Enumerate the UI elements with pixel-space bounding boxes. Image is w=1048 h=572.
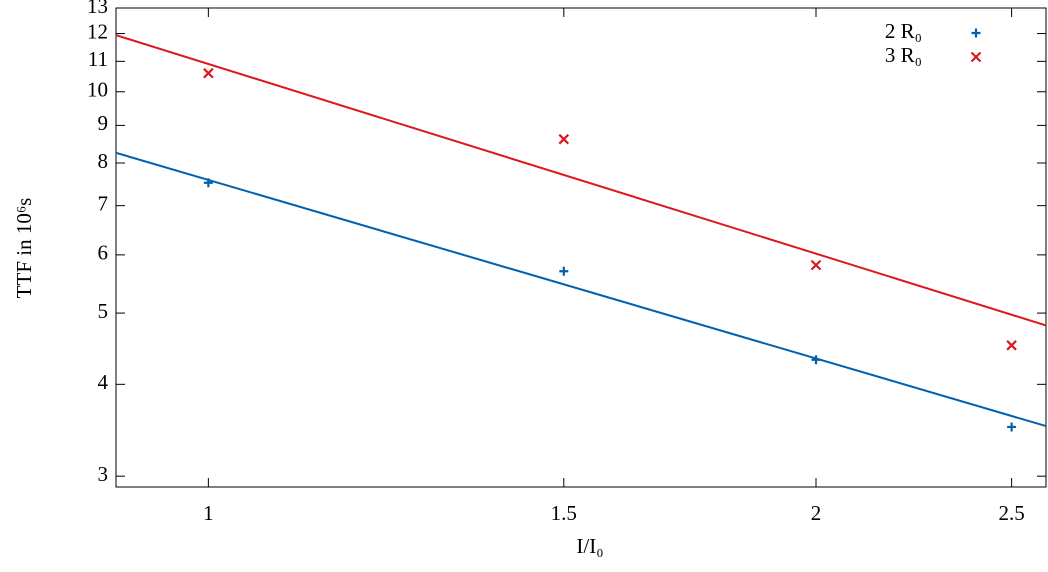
y-tick-label: 11 [88, 47, 108, 71]
y-tick-label: 13 [87, 0, 108, 18]
legend-marker [971, 28, 981, 38]
y-axis-label: TTF in 10⁶s [12, 198, 36, 299]
point [558, 133, 570, 145]
point [203, 178, 213, 188]
y-tick-label: 8 [98, 149, 109, 173]
legend-label: 2 R₀ [885, 19, 922, 43]
fit-line [115, 34, 1047, 327]
fit-line [115, 151, 1047, 428]
y-tick-label: 9 [98, 111, 109, 135]
point [1007, 422, 1017, 432]
x-tick-label: 1.5 [551, 501, 577, 525]
legend-label: 3 R₀ [885, 43, 922, 67]
point [811, 355, 821, 365]
y-tick-label: 12 [87, 19, 108, 43]
point [203, 67, 214, 79]
x-tick-label: 1 [203, 501, 214, 525]
y-tick-label: 7 [98, 191, 109, 215]
plot-frame [115, 7, 1047, 488]
x-axis-label: I/I₀ [576, 534, 603, 558]
x-tick-label: 2 [811, 501, 822, 525]
point [810, 259, 822, 271]
y-tick-label: 6 [98, 241, 109, 265]
y-tick-label: 3 [98, 462, 109, 486]
legend-marker [970, 51, 982, 63]
y-tick-label: 4 [98, 370, 109, 394]
y-tick-label: 5 [98, 299, 109, 323]
point [1006, 340, 1017, 351]
point [559, 266, 569, 276]
y-tick-label: 10 [87, 78, 108, 102]
x-tick-label: 2.5 [998, 501, 1024, 525]
